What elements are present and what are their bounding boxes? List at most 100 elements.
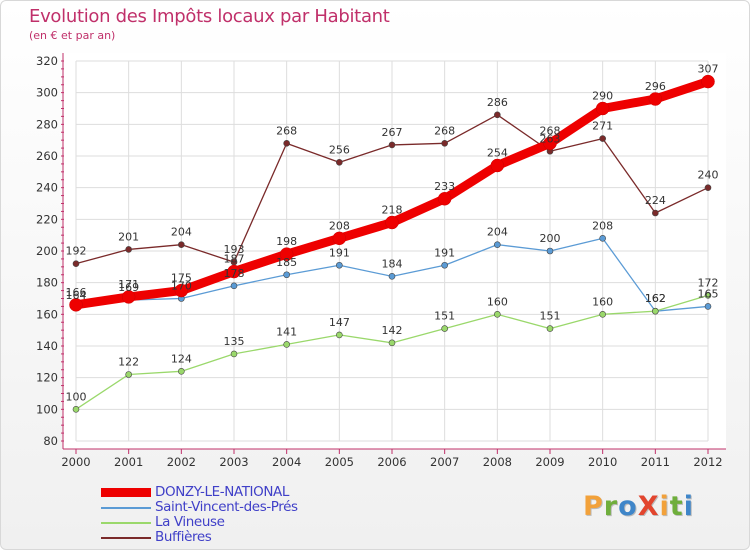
data-point <box>704 184 712 191</box>
data-label: 271 <box>592 120 613 133</box>
legend-label: Buffières <box>155 529 212 545</box>
data-point <box>546 325 554 332</box>
data-point <box>336 331 343 339</box>
x-tick-label: 2005 <box>325 455 354 469</box>
y-tick-label: 100 <box>36 402 58 416</box>
data-label: 296 <box>645 80 666 93</box>
x-tick-label: 2002 <box>167 455 196 469</box>
x-tick-label: 2011 <box>641 455 670 469</box>
data-label: 151 <box>540 310 561 323</box>
data-label: 268 <box>276 124 297 137</box>
y-tick-label: 120 <box>36 371 58 385</box>
data-label: 204 <box>171 226 192 239</box>
data-label: 171 <box>118 278 139 291</box>
legend-swatch <box>101 522 151 524</box>
logo-letter: i <box>659 491 670 522</box>
x-tick-label: 2012 <box>693 455 722 469</box>
legend-label: Saint-Vincent-des-Prés <box>155 499 298 515</box>
data-point <box>283 271 290 279</box>
x-tick-label: 2008 <box>483 455 512 469</box>
data-label: 224 <box>645 194 666 207</box>
data-point <box>599 311 606 318</box>
data-label: 240 <box>698 169 719 182</box>
data-label: 166 <box>66 286 87 299</box>
data-label: 191 <box>329 246 350 259</box>
data-point <box>336 261 343 269</box>
data-label: 263 <box>540 132 561 145</box>
data-label: 208 <box>329 219 350 232</box>
data-point <box>336 159 343 166</box>
y-tick-label: 280 <box>36 117 58 131</box>
data-point <box>494 311 501 318</box>
data-point <box>437 192 452 206</box>
data-label: 135 <box>224 335 245 348</box>
logo-letter: o <box>618 491 638 522</box>
data-point <box>332 231 347 246</box>
data-label: 142 <box>382 324 403 337</box>
logo-letter: r <box>603 491 619 522</box>
y-tick-label: 260 <box>36 149 58 163</box>
x-tick-label: 2009 <box>535 455 564 469</box>
legend-swatch <box>101 537 151 539</box>
y-tick-label: 220 <box>36 212 58 226</box>
data-label: 201 <box>118 230 139 243</box>
data-label: 198 <box>276 235 297 248</box>
data-point <box>279 247 294 261</box>
data-label: 233 <box>434 180 455 193</box>
y-tick-label: 180 <box>36 276 58 290</box>
x-tick-label: 2006 <box>377 455 406 469</box>
data-label: 165 <box>698 287 719 300</box>
data-point <box>701 74 715 89</box>
y-tick-label: 200 <box>36 244 58 258</box>
data-point <box>72 406 80 413</box>
legend-swatch <box>101 488 151 497</box>
data-label: 160 <box>592 295 613 308</box>
data-point <box>652 209 659 217</box>
data-point <box>72 260 80 267</box>
data-label: 162 <box>645 292 666 305</box>
data-point <box>704 292 712 299</box>
x-tick-label: 2010 <box>588 455 617 469</box>
data-point <box>230 350 238 358</box>
y-tick-label: 80 <box>43 434 58 448</box>
logo-letter: P <box>583 491 604 522</box>
data-point <box>125 371 132 378</box>
data-label: 184 <box>382 257 403 270</box>
data-point <box>599 135 606 142</box>
data-label: 268 <box>540 124 561 137</box>
data-label: 208 <box>592 219 613 232</box>
data-label: 151 <box>434 310 455 323</box>
legend-label: La Vineuse <box>155 514 225 530</box>
data-point <box>121 290 136 304</box>
data-point <box>230 282 238 290</box>
data-point <box>174 283 189 298</box>
data-label: 162 <box>645 292 666 305</box>
data-label: 160 <box>487 295 508 308</box>
data-point <box>595 101 610 116</box>
data-label: 192 <box>66 245 87 258</box>
chart-title: Evolution des Impôts locaux par Habitant <box>29 6 390 27</box>
logo-letter: t <box>669 491 684 522</box>
data-point <box>652 307 659 315</box>
data-label: 178 <box>224 267 245 280</box>
data-label: 191 <box>434 246 455 259</box>
data-label: 185 <box>276 256 297 269</box>
data-label: 268 <box>434 124 455 137</box>
data-point <box>494 241 501 248</box>
logo-letter: X <box>637 491 660 522</box>
data-label: 100 <box>66 390 87 403</box>
data-label: 141 <box>276 325 297 338</box>
data-point <box>490 158 505 173</box>
legend-label: DONZY-LE-NATIONAL <box>155 484 290 500</box>
x-tick-label: 2000 <box>61 455 90 469</box>
data-point <box>494 111 501 119</box>
y-tick-label: 300 <box>36 86 58 100</box>
legend-swatch <box>101 507 151 509</box>
data-point <box>546 247 554 255</box>
data-point <box>283 140 290 147</box>
data-label: 124 <box>171 352 192 365</box>
x-tick-label: 2003 <box>219 455 248 469</box>
data-label: 256 <box>329 143 350 156</box>
